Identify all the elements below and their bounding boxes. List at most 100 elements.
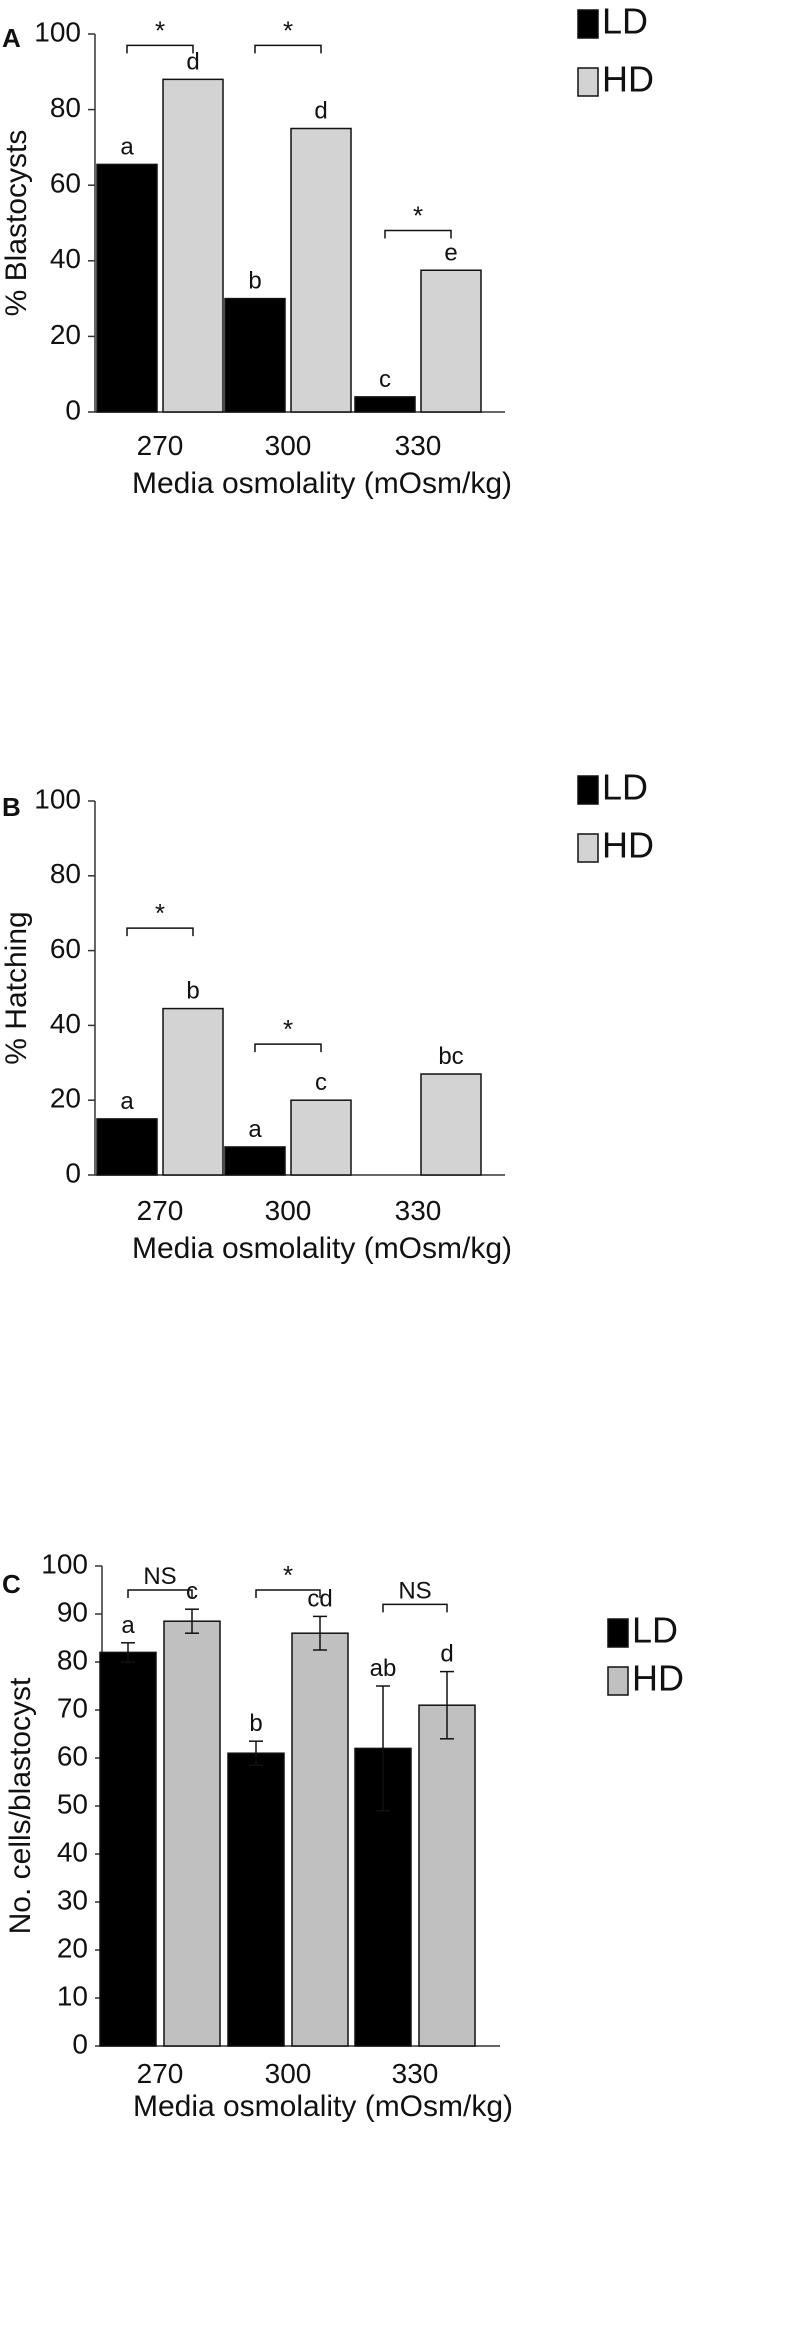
- significance-letter: c: [315, 1069, 327, 1096]
- comparison-label: NS: [143, 1563, 176, 1590]
- y-tick-label: 40: [50, 243, 81, 274]
- legend-label: HD: [602, 59, 654, 100]
- x-axis-label: Media osmolality (mOsm/kg): [132, 1232, 512, 1265]
- y-tick-label: 100: [41, 1548, 88, 1579]
- comparison-bracket: [255, 1589, 321, 1598]
- y-axis-label: % Hatching: [0, 911, 33, 1064]
- x-tick-label: 300: [265, 430, 312, 461]
- y-tick-label: 80: [50, 92, 81, 123]
- y-tick-label: 100: [34, 783, 81, 814]
- significance-letter: b: [249, 1710, 262, 1737]
- y-tick-label: 60: [50, 933, 81, 964]
- significance-letter: c: [379, 366, 391, 393]
- legend-label: HD: [602, 825, 654, 866]
- significance-letter: a: [248, 1116, 262, 1143]
- comparison-label: *: [283, 15, 293, 45]
- legend-swatch-HD: [577, 67, 599, 97]
- comparison-label: *: [155, 898, 165, 928]
- panel-letter: B: [2, 792, 21, 822]
- bar-LD-300: [227, 1752, 285, 2047]
- y-tick-label: 80: [50, 858, 81, 889]
- comparison-bracket: [126, 927, 194, 937]
- x-tick-label: 300: [265, 2058, 312, 2089]
- significance-letter: e: [444, 239, 457, 266]
- y-tick-label: 0: [72, 2028, 88, 2059]
- significance-letter: d: [186, 48, 199, 75]
- y-tick-label: 100: [34, 16, 81, 47]
- legend-swatch-LD: [577, 9, 599, 39]
- significance-letter: b: [186, 978, 199, 1005]
- comparison-label: *: [283, 1014, 293, 1044]
- x-tick-label: 270: [137, 2058, 184, 2089]
- y-tick-label: 0: [65, 1157, 81, 1188]
- comparison-label: NS: [398, 1577, 431, 1604]
- y-tick-label: 20: [57, 1932, 88, 1963]
- significance-letter: d: [314, 98, 327, 125]
- x-axis-label: Media osmolality (mOsm/kg): [133, 2090, 513, 2123]
- significance-letter: b: [248, 268, 261, 295]
- bar-HD-330: [418, 1704, 476, 2047]
- legend-label: LD: [602, 1, 648, 42]
- comparison-bracket: [254, 44, 322, 54]
- chart-panel-A: A 0 20 40 60 80 100 270 300 330 Media osmolality (…: [0, 1, 654, 500]
- y-tick-label: 20: [50, 1083, 81, 1114]
- legend-swatch-HD: [607, 1666, 629, 1696]
- bar-HD-330: [420, 1073, 482, 1176]
- significance-letter: a: [120, 133, 134, 160]
- legend-swatch-LD: [577, 775, 599, 805]
- y-axis-label: No. cells/blastocyst: [4, 1677, 37, 1934]
- bar-LD-300: [224, 297, 286, 413]
- bar-HD-300: [291, 1632, 349, 2047]
- x-tick-label: 270: [137, 1195, 184, 1226]
- x-tick-label: 330: [395, 430, 442, 461]
- comparison-label: *: [413, 201, 423, 231]
- y-tick-label: 50: [57, 1788, 88, 1819]
- bar-HD-270: [162, 78, 224, 413]
- bar-LD-270: [96, 163, 158, 413]
- y-tick-label: 40: [50, 1008, 81, 1039]
- panel-letter: C: [2, 1569, 21, 1599]
- legend-swatch-LD: [607, 1618, 629, 1648]
- y-tick-label: 60: [57, 1740, 88, 1771]
- bar-LD-330: [354, 396, 416, 413]
- bar-LD-300: [224, 1146, 286, 1176]
- legend-label: LD: [632, 1610, 678, 1651]
- legend-label: LD: [602, 767, 648, 808]
- panel-letter: A: [2, 23, 21, 53]
- y-tick-label: 10: [57, 1980, 88, 2011]
- comparison-bracket: [126, 44, 194, 54]
- y-tick-label: 90: [57, 1596, 88, 1627]
- y-axis-label: % Blastocysts: [0, 130, 33, 317]
- significance-letter: bc: [438, 1043, 463, 1070]
- bar-LD-270: [96, 1118, 158, 1176]
- x-axis-label: Media osmolality (mOsm/kg): [132, 467, 512, 500]
- comparison-bracket: [382, 1603, 448, 1613]
- y-tick-label: 70: [57, 1692, 88, 1723]
- comparison-bracket: [254, 1043, 322, 1053]
- bar-HD-270: [163, 1620, 221, 2047]
- x-tick-label: 300: [265, 1195, 312, 1226]
- y-tick-label: 30: [57, 1884, 88, 1915]
- significance-letter: ab: [370, 1655, 397, 1682]
- bar-HD-300: [290, 127, 352, 413]
- comparison-bracket: [127, 1589, 193, 1598]
- legend-swatch-HD: [577, 833, 599, 863]
- y-tick-label: 80: [57, 1644, 88, 1675]
- x-tick-label: 270: [137, 430, 184, 461]
- y-tick-label: 20: [50, 319, 81, 350]
- legend-label: HD: [632, 1658, 684, 1699]
- significance-letter: a: [121, 1612, 135, 1639]
- comparison-label: *: [155, 15, 165, 45]
- bar-HD-300: [290, 1099, 352, 1176]
- comparison-label: *: [283, 1560, 293, 1590]
- bar-HD-270: [162, 1007, 224, 1176]
- bar-LD-270: [99, 1651, 157, 2047]
- significance-letter: d: [440, 1641, 453, 1668]
- bar-HD-330: [420, 269, 482, 413]
- chart-panel-B: B 0 20 40 60 80 100 270 300 330 Media osmolality (…: [0, 767, 654, 1265]
- y-tick-label: 60: [50, 168, 81, 199]
- y-tick-label: 0: [65, 394, 81, 425]
